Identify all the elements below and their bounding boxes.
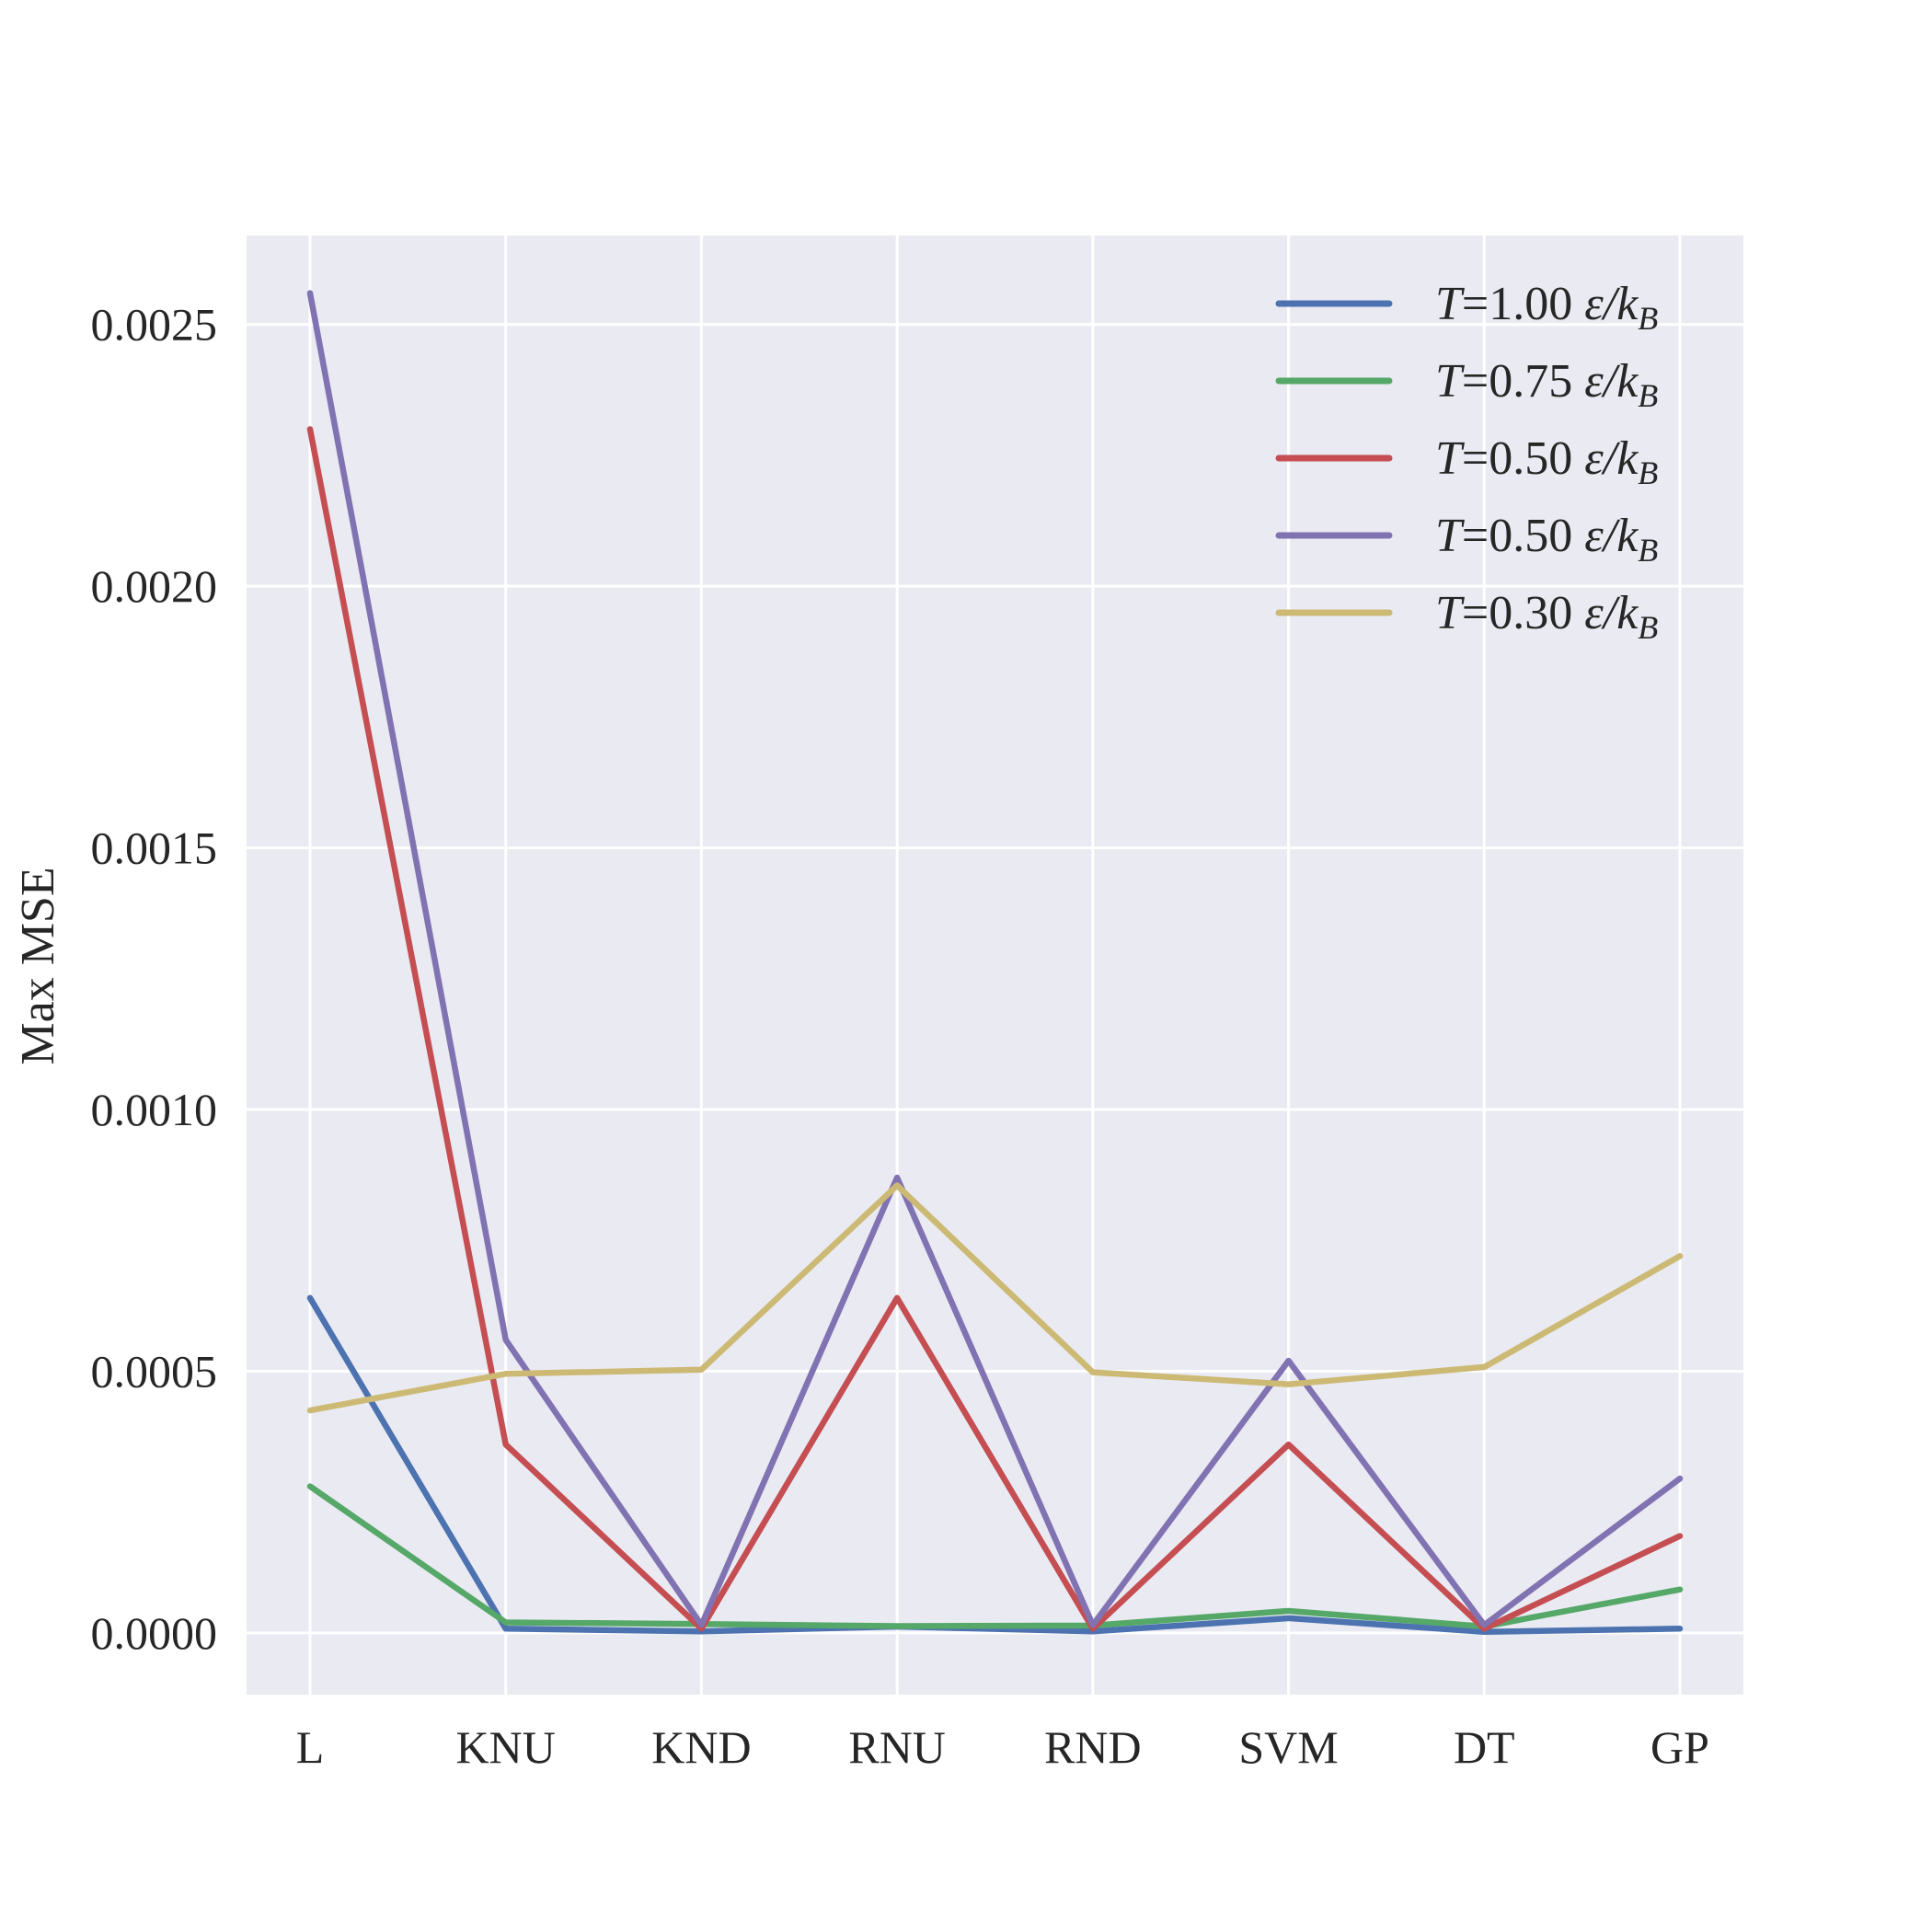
x-tick-label: RNU <box>848 1721 946 1773</box>
y-tick-label: 0.0020 <box>91 560 218 612</box>
x-tick-label: GP <box>1650 1721 1709 1773</box>
x-tick-label: SVM <box>1238 1721 1338 1773</box>
series-line-5 <box>306 1182 1684 1414</box>
y-tick-label: 0.0025 <box>91 299 218 351</box>
plot-area <box>247 236 1743 1695</box>
x-tick-label: KND <box>651 1721 751 1773</box>
y-tick-labels: 0.0000 0.0005 0.0010 0.0015 0.0020 0.0025 <box>91 299 218 1659</box>
legend-label-1: T=1.00 ε/kB <box>1435 278 1658 337</box>
series-lines <box>306 290 1684 1635</box>
x-tick-label: DT <box>1454 1721 1515 1773</box>
legend-label-2: T=0.75 ε/kB <box>1435 355 1658 414</box>
series-line-4 <box>306 290 1684 1628</box>
y-tick-label: 0.0010 <box>91 1084 218 1135</box>
series-line-2 <box>306 1483 1684 1630</box>
legend: T=1.00 ε/kB T=0.75 ε/kB T=0.50 ε/kB T=0.50 … <box>1275 278 1658 646</box>
grid-lines <box>247 236 1743 1695</box>
legend-label-3: T=0.50 ε/kB <box>1435 432 1658 491</box>
y-tick-label: 0.0015 <box>91 822 218 874</box>
y-tick-label: 0.0000 <box>91 1607 218 1659</box>
series-line-3 <box>306 426 1684 1632</box>
legend-label-5: T=0.30 ε/kB <box>1435 587 1658 646</box>
y-axis-label: Max MSE <box>12 867 64 1064</box>
x-tick-label: L <box>296 1721 325 1773</box>
series-line-1 <box>306 1294 1684 1635</box>
x-tick-labels: L KNU KND RNU RND SVM DT GP <box>296 1721 1709 1773</box>
y-tick-label: 0.0005 <box>91 1345 218 1397</box>
x-tick-label: KNU <box>456 1721 556 1773</box>
x-tick-label: RND <box>1044 1721 1142 1773</box>
legend-label-4: T=0.50 ε/kB <box>1435 510 1658 569</box>
